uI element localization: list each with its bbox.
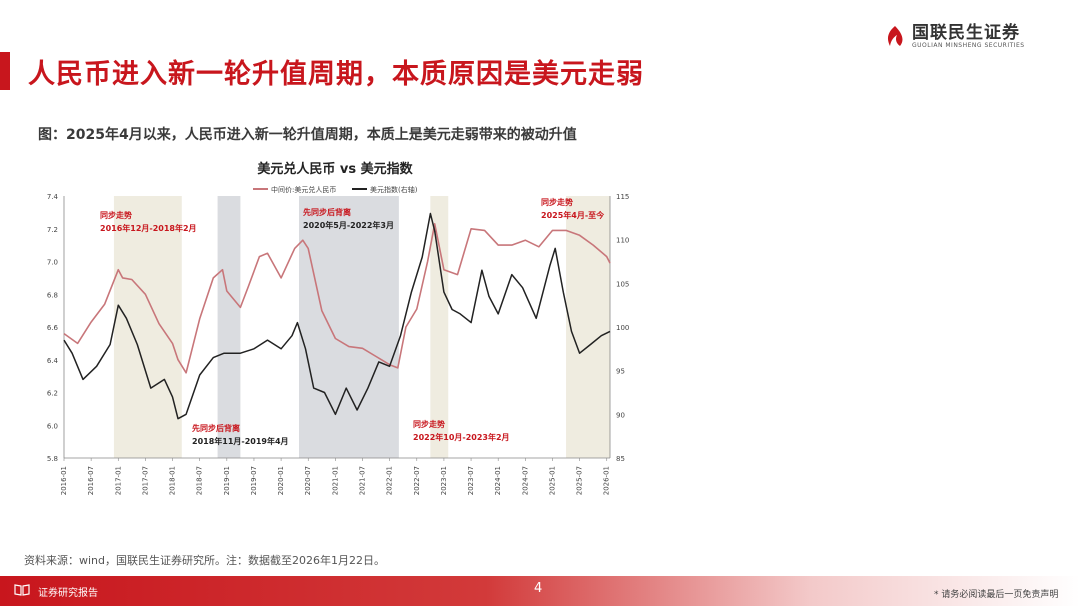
- right-axis-tick-label: 85: [616, 455, 625, 463]
- x-axis-tick-label: 2017-07: [141, 466, 149, 495]
- figure-caption: 图：2025年4月以来，人民币进入新一轮升值周期，本质上是美元走弱带来的被动升值: [38, 127, 577, 143]
- x-axis-tick-label: 2020-07: [304, 466, 312, 495]
- x-axis-tick-label: 2016-07: [87, 466, 95, 495]
- slide-title: 人民币进入新一轮升值周期，本质原因是美元走弱: [28, 59, 644, 90]
- period-annotation-line: 同步走势: [541, 197, 573, 207]
- period-annotation-line: 先同步后背离: [192, 423, 240, 433]
- period-annotation-line: 2016年12月-2018年2月: [100, 223, 197, 233]
- logo-name: 国联民生证券: [912, 23, 1020, 43]
- right-axis-tick-label: 100: [616, 324, 629, 332]
- period-band-0: [113, 196, 182, 458]
- x-axis-tick-label: 2023-07: [467, 466, 475, 495]
- x-axis-tick-label: 2026-01: [603, 466, 611, 495]
- title-accent-bar: [0, 52, 10, 90]
- disclaimer-note: * 请务必阅读最后一页免责声明: [934, 590, 1059, 600]
- left-axis-tick-label: 6.0: [47, 422, 58, 430]
- period-band-2: [299, 196, 399, 458]
- left-axis-tick-label: 7.4: [47, 193, 59, 201]
- x-axis-tick-label: 2017-01: [114, 466, 122, 495]
- x-axis-tick-label: 2018-01: [169, 466, 177, 495]
- x-axis-tick-label: 2024-07: [521, 466, 529, 495]
- period-annotation-line: 2020年5月-2022年3月: [303, 220, 394, 230]
- x-axis-tick-label: 2021-01: [331, 466, 339, 495]
- page-number: 4: [534, 581, 543, 596]
- x-axis-tick-label: 2020-01: [277, 466, 285, 495]
- left-axis-tick-label: 7.2: [47, 226, 58, 234]
- x-axis-tick-label: 2019-07: [250, 466, 258, 495]
- x-axis-tick-label: 2022-07: [413, 466, 421, 495]
- right-axis-tick-label: 110: [616, 237, 629, 245]
- left-axis-tick-label: 6.4: [47, 357, 59, 365]
- left-axis-tick-label: 5.8: [47, 455, 58, 463]
- footer-bar: 证券研究报告 4 * 请务必阅读最后一页免责声明: [0, 576, 1080, 606]
- legend-label-dxy: 美元指数(右轴): [370, 185, 418, 194]
- logo-english-name: GUOLIAN MINSHENG SECURITIES: [912, 42, 1025, 49]
- period-annotation-line: 2022年10月-2023年2月: [413, 432, 510, 442]
- company-logo: 国联民生证券 GUOLIAN MINSHENG SECURITIES: [882, 24, 1025, 50]
- series-line-usdcny: [63, 223, 611, 374]
- period-annotation-line: 先同步后背离: [303, 207, 351, 217]
- period-band-4: [566, 196, 610, 458]
- x-axis-tick-label: 2022-01: [386, 466, 394, 495]
- x-axis-tick-label: 2024-01: [494, 466, 502, 495]
- right-axis-tick-label: 90: [616, 411, 625, 419]
- right-axis-tick-label: 105: [616, 280, 629, 288]
- right-axis-tick-label: 115: [616, 193, 629, 201]
- period-annotation-line: 2025年4月-至今: [541, 210, 604, 220]
- x-axis-tick-label: 2025-07: [576, 466, 584, 495]
- left-axis-tick-label: 7.0: [47, 259, 58, 267]
- logo-flame-icon: [887, 26, 903, 46]
- x-axis-tick-label: 2021-07: [359, 466, 367, 495]
- chart-title: 美元兑人民币 vs 美元指数: [257, 161, 413, 177]
- period-annotation-line: 同步走势: [100, 210, 132, 220]
- open-book-icon: [14, 584, 30, 596]
- footer-report-label: 证券研究报告: [38, 588, 98, 599]
- legend-label-cny: 中间价:美元兑人民币: [271, 185, 336, 194]
- x-axis-tick-label: 2023-01: [440, 466, 448, 495]
- period-annotation-line: 2018年11月-2019年4月: [192, 436, 289, 446]
- chart-legend: 中间价:美元兑人民币 美元指数(右轴): [253, 185, 418, 194]
- period-band-1: [217, 196, 241, 458]
- data-source-note: 资料来源：wind，国联民生证券研究所。注：数据截至2026年1月22日。: [24, 554, 385, 567]
- right-axis-tick-label: 95: [616, 368, 625, 376]
- left-axis-tick-label: 6.2: [47, 390, 58, 398]
- series-line-dxy: [63, 212, 611, 420]
- x-axis-tick-label: 2016-01: [60, 466, 68, 495]
- x-axis-tick-label: 2019-01: [223, 466, 231, 495]
- x-axis-tick-label: 2025-01: [548, 466, 556, 495]
- period-annotation-line: 同步走势: [413, 419, 445, 429]
- x-axis-tick-label: 2018-07: [196, 466, 204, 495]
- period-band-3: [430, 196, 449, 458]
- left-axis-tick-label: 6.8: [47, 291, 58, 299]
- left-axis-tick-label: 6.6: [47, 324, 59, 332]
